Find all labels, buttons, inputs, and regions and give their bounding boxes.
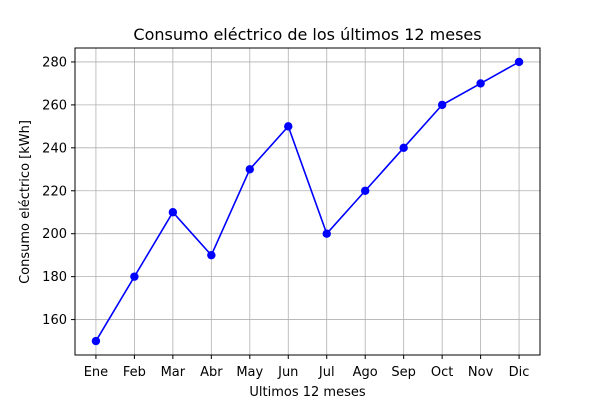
plot-border xyxy=(74,47,541,356)
grid xyxy=(75,48,540,355)
data-point xyxy=(514,57,524,67)
x-tick-label: Nov xyxy=(468,365,494,380)
y-tick-label: 280 xyxy=(42,55,67,70)
data-point xyxy=(322,229,331,238)
x-tick-label: Oct xyxy=(431,365,453,380)
data-point xyxy=(91,336,101,346)
data-point xyxy=(476,79,485,88)
axis-ticks: Ene Feb Mar Abr May Jun Jul Ago Sep Oct Nov Dic 160 1… xyxy=(42,55,529,380)
data-series xyxy=(91,57,524,346)
data-point xyxy=(284,122,293,131)
data-point xyxy=(361,186,370,195)
axes-frame xyxy=(74,47,541,356)
x-tick-label: Ene xyxy=(84,365,108,380)
y-tick-label: 220 xyxy=(42,184,67,199)
series-line xyxy=(95,61,520,342)
y-tick-label: 240 xyxy=(42,141,67,156)
y-axis-label: Consumo eléctrico [kWh] xyxy=(18,120,33,284)
chart-title: Consumo eléctrico de los últimos 12 mese… xyxy=(133,25,481,44)
y-tick-label: 160 xyxy=(42,313,67,328)
data-point xyxy=(245,165,254,174)
data-point xyxy=(437,100,447,110)
data-point xyxy=(130,272,139,281)
x-tick-label: Jul xyxy=(318,365,335,380)
x-tick-label: May xyxy=(236,365,263,380)
data-point xyxy=(168,208,178,217)
x-tick-label: Mar xyxy=(161,365,186,380)
y-tick-label: 200 xyxy=(42,227,67,242)
x-tick-label: Abr xyxy=(200,365,223,380)
x-tick-label: Feb xyxy=(123,365,146,380)
y-tick-label: 260 xyxy=(42,98,67,113)
x-tick-label: Sep xyxy=(391,365,416,380)
x-tick-label: Jun xyxy=(277,365,298,380)
data-point xyxy=(207,250,216,260)
x-tick-label: Dic xyxy=(509,365,530,380)
x-tick-label: Ago xyxy=(353,365,378,380)
data-point xyxy=(399,143,408,153)
y-tick-label: 180 xyxy=(42,270,67,285)
x-axis-label: Ultimos 12 meses xyxy=(249,385,365,400)
